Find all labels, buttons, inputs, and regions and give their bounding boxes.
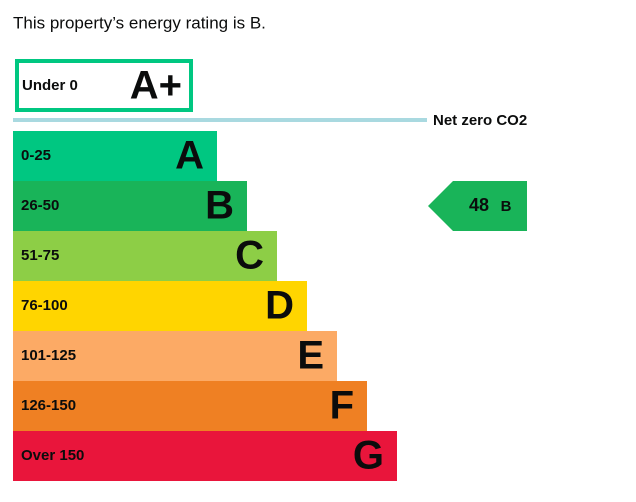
intro-text: This property’s energy rating is B. [13, 13, 266, 32]
band-letter: D [265, 284, 294, 328]
band-bar [13, 431, 397, 481]
band-range: 26-50 [21, 197, 59, 214]
band-bar [13, 231, 277, 281]
band-range: Under 0 [22, 77, 78, 94]
current-score: 48 [469, 195, 489, 215]
band-bar [13, 131, 217, 181]
band-bar [13, 331, 337, 381]
band-letter: A+ [130, 64, 182, 108]
band-range: 0-25 [21, 147, 51, 164]
band-bar [13, 281, 307, 331]
band-range: 51-75 [21, 247, 59, 264]
band-letter: E [297, 334, 324, 378]
current-rating-arrow [428, 181, 527, 231]
band-bar [13, 181, 247, 231]
band-range: Over 150 [21, 447, 84, 464]
band-letter: F [330, 384, 354, 428]
net-zero-label: Net zero CO2 [433, 112, 527, 129]
band-letter: C [235, 234, 264, 278]
band-letter: A [175, 134, 204, 178]
top-band [15, 59, 193, 112]
band-letter: G [353, 434, 384, 478]
band-range: 101-125 [21, 347, 76, 364]
current-letter: B [501, 198, 512, 215]
band-letter: B [205, 184, 234, 228]
band-range: 76-100 [21, 297, 68, 314]
band-range: 126-150 [21, 397, 76, 414]
band-bar [13, 381, 367, 431]
